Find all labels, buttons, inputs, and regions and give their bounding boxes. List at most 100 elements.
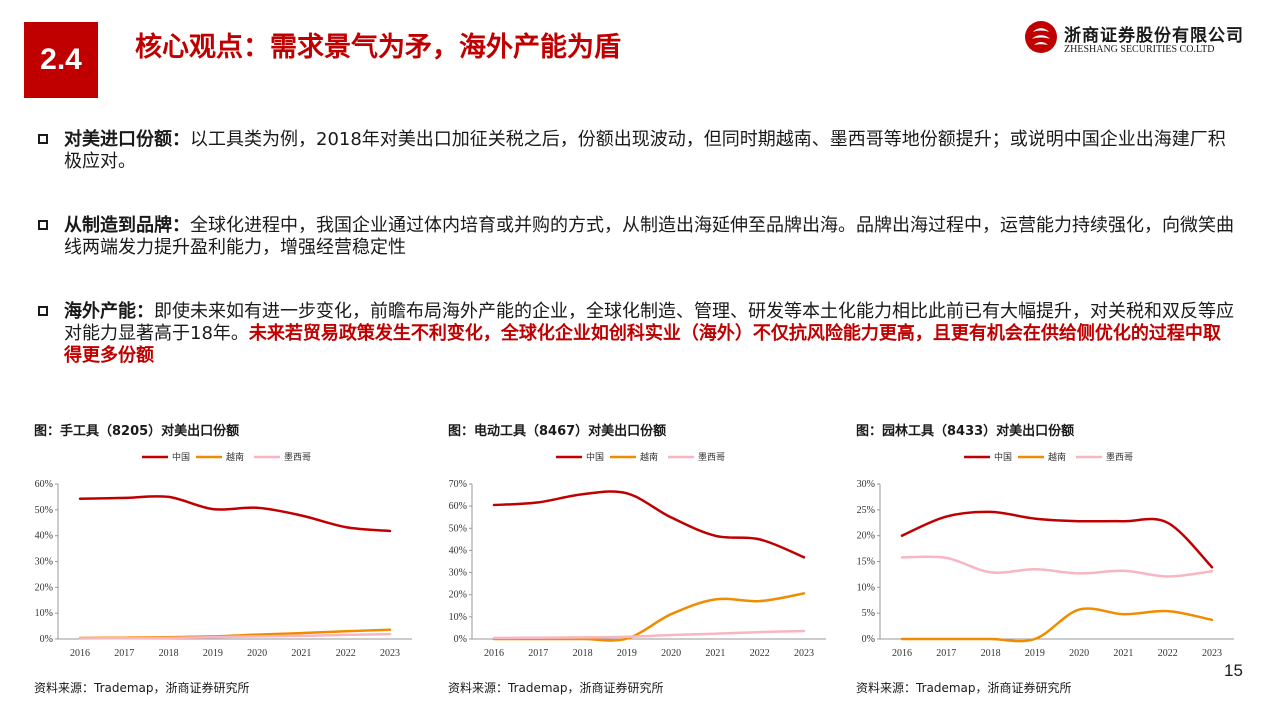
- key-point-overseas-capacity: 海外产能：即使未来如有进一步变化，前瞻布局海外产能的企业，全球化制造、管理、研发…: [36, 301, 1236, 367]
- x-tick-label: 2023: [794, 648, 814, 659]
- chart-panel-garden-tools: 图：园林工具（8433）对美出口份额 0% 5% 10% 15% 20% 25% 30% 20…: [856, 420, 1256, 700]
- x-tick-label: 2023: [380, 648, 400, 659]
- bullet-square-icon: [38, 220, 48, 230]
- key-point-colon: ：: [136, 301, 154, 322]
- legend-label: 越南: [1048, 451, 1066, 463]
- y-tick-label: 30%: [35, 557, 53, 568]
- company-logo: 浙商证券股份有限公司 ZHESHANG SECURITIES CO.LTD: [1024, 20, 1254, 64]
- y-tick-label: 60%: [35, 479, 53, 490]
- legend-label: 中国: [586, 451, 604, 463]
- bullet-square-icon: [38, 306, 48, 316]
- x-tick-label: 2017: [528, 648, 548, 659]
- x-tick-label: 2022: [1158, 648, 1178, 659]
- y-tick-label: 15%: [857, 557, 875, 568]
- chart-source: 资料来源：Trademap，浙商证券研究所: [856, 681, 1072, 695]
- bullet-square-icon: [38, 134, 48, 144]
- legend-label: 越南: [226, 451, 244, 463]
- y-tick-label: 0%: [40, 634, 53, 645]
- slide-title: 核心观点：需求景气为矛，海外产能为盾: [135, 32, 621, 63]
- legend-label: 墨西哥: [698, 452, 725, 463]
- chart-hand-tools: 0% 10% 20% 30% 40% 50% 60% 2016 2017 2018 2019 2020…: [35, 451, 412, 659]
- chart-title: 图：手工具（8205）对美出口份额: [34, 424, 240, 439]
- y-tick-label: 0%: [454, 634, 467, 645]
- x-tick-label: 2020: [247, 648, 267, 659]
- y-tick-label: 60%: [449, 501, 467, 512]
- y-tick-label: 5%: [862, 608, 875, 619]
- y-tick-label: 40%: [449, 545, 467, 556]
- key-point-body: 全球化进程中，我国企业通过体内培育或并购的方式，从制造出海延伸至品牌出海。品牌出…: [64, 215, 1234, 258]
- key-point-colon: ：: [172, 215, 190, 236]
- y-tick-label: 50%: [449, 523, 467, 534]
- x-tick-label: 2021: [291, 648, 311, 659]
- key-point-lead: 从制造到品牌: [64, 215, 172, 236]
- x-tick-label: 2023: [1202, 648, 1222, 659]
- company-name-cn: 浙商证券股份有限公司: [1064, 26, 1244, 46]
- key-point-lead: 对美进口份额: [64, 129, 172, 150]
- key-point-emphasis: 未来若贸易政策发生不利变化，全球化企业如创科实业（海外）不仅抗风险能力更高，且更…: [64, 323, 1221, 366]
- key-point-lead: 海外产能: [64, 301, 136, 322]
- legend-label: 墨西哥: [284, 452, 311, 463]
- legend-label: 中国: [172, 451, 190, 463]
- key-point-body: 以工具类为例，2018年对美出口加征关税之后，份额出现波动，但同时期越南、墨西哥…: [64, 129, 1226, 172]
- y-tick-label: 10%: [35, 608, 53, 619]
- y-tick-label: 30%: [857, 479, 875, 490]
- key-point-text: 对美进口份额：以工具类为例，2018年对美出口加征关税之后，份额出现波动，但同时…: [36, 129, 1236, 173]
- x-tick-label: 2016: [70, 648, 90, 659]
- y-tick-label: 10%: [449, 612, 467, 623]
- x-tick-label: 2019: [1025, 648, 1045, 659]
- chart-panel-power-tools: 图：电动工具（8467）对美出口份额 0% 10% 20% 30% 40% 50% 60% 7…: [448, 420, 848, 700]
- chart-power-tools: 0% 10% 20% 30% 40% 50% 60% 70% 2016 2017 2018 2019 2…: [449, 451, 826, 659]
- series-line: [900, 555, 1214, 578]
- series-line: [78, 632, 392, 640]
- key-point-text: 海外产能：即使未来如有进一步变化，前瞻布局海外产能的企业，全球化制造、管理、研发…: [36, 301, 1236, 367]
- y-tick-label: 40%: [35, 531, 53, 542]
- x-tick-label: 2020: [1069, 648, 1089, 659]
- key-point-text: 从制造到品牌：全球化进程中，我国企业通过体内培育或并购的方式，从制造出海延伸至品…: [36, 215, 1236, 259]
- legend-label: 墨西哥: [1106, 452, 1133, 463]
- legend-label: 中国: [994, 451, 1012, 463]
- chart-source: 资料来源：Trademap，浙商证券研究所: [448, 681, 664, 695]
- y-tick-label: 20%: [857, 531, 875, 542]
- chart-panel-hand-tools: 图：手工具（8205）对美出口份额 0% 10% 20% 30% 40% 50% 60% 20…: [34, 420, 434, 700]
- x-tick-label: 2016: [484, 648, 504, 659]
- series-line: [900, 510, 1214, 569]
- legend-label: 越南: [640, 451, 658, 463]
- series-line: [78, 495, 392, 533]
- x-tick-label: 2022: [336, 648, 356, 659]
- y-tick-label: 20%: [35, 582, 53, 593]
- key-point-body: 即使未来如有进一步变化，前瞻布局海外产能的企业，全球化制造、管理、研发等本土化能…: [64, 301, 1234, 344]
- y-tick-label: 50%: [35, 505, 53, 516]
- x-tick-label: 2021: [705, 648, 725, 659]
- y-tick-label: 30%: [449, 568, 467, 579]
- series-line: [492, 629, 806, 640]
- x-tick-label: 2019: [617, 648, 637, 659]
- series-line: [492, 592, 806, 642]
- chart-title: 图：电动工具（8467）对美出口份额: [448, 424, 667, 439]
- x-tick-label: 2017: [114, 648, 134, 659]
- zheshang-logo-icon: [1025, 21, 1057, 53]
- y-tick-label: 0%: [862, 634, 875, 645]
- page-number: 15: [1224, 661, 1243, 680]
- key-point-brand: 从制造到品牌：全球化进程中，我国企业通过体内培育或并购的方式，从制造出海延伸至品…: [36, 215, 1236, 259]
- y-tick-label: 70%: [449, 479, 467, 490]
- series-line: [900, 607, 1214, 643]
- chart-garden-tools: 0% 5% 10% 15% 20% 25% 30% 2016 2017 2018 2019 2020 2…: [857, 451, 1234, 659]
- series-line: [492, 490, 806, 559]
- x-tick-label: 2019: [203, 648, 223, 659]
- y-tick-label: 10%: [857, 582, 875, 593]
- y-tick-label: 25%: [857, 505, 875, 516]
- key-point-import-share: 对美进口份额：以工具类为例，2018年对美出口加征关税之后，份额出现波动，但同时…: [36, 129, 1236, 173]
- x-tick-label: 2018: [159, 648, 179, 659]
- x-tick-label: 2020: [661, 648, 681, 659]
- company-name-en: ZHESHANG SECURITIES CO.LTD: [1064, 44, 1215, 55]
- x-tick-label: 2016: [892, 648, 912, 659]
- x-tick-label: 2018: [981, 648, 1001, 659]
- chart-title: 图：园林工具（8433）对美出口份额: [856, 424, 1075, 439]
- key-point-colon: ：: [172, 129, 190, 150]
- y-tick-label: 20%: [449, 590, 467, 601]
- chart-source: 资料来源：Trademap，浙商证券研究所: [34, 681, 250, 695]
- section-number-badge: 2.4: [24, 22, 98, 98]
- x-tick-label: 2021: [1113, 648, 1133, 659]
- x-tick-label: 2017: [936, 648, 956, 659]
- x-tick-label: 2022: [750, 648, 770, 659]
